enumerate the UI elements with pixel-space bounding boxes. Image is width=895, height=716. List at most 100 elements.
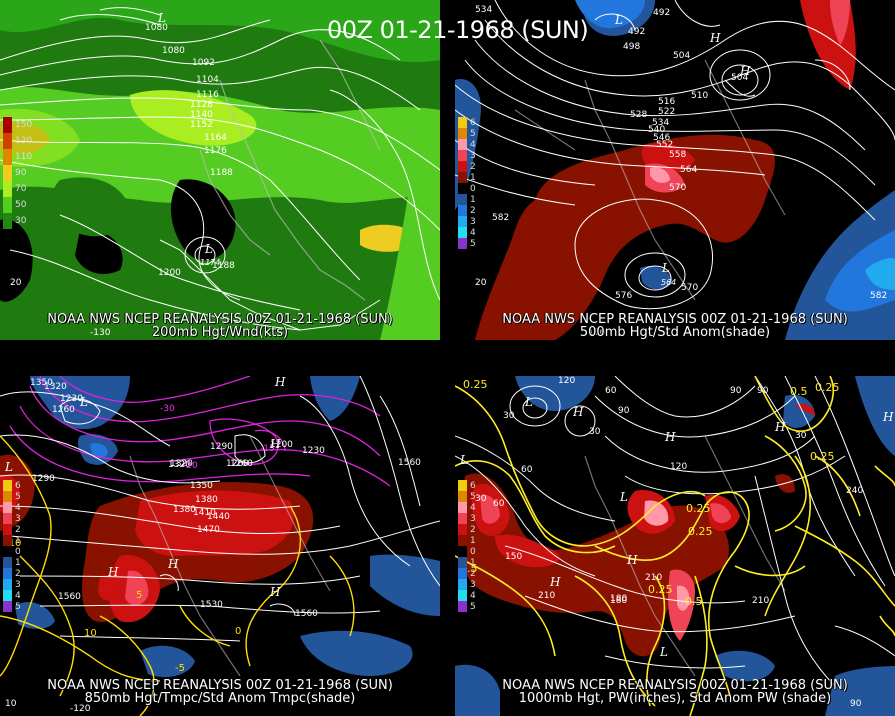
contour-label: 558 — [669, 150, 686, 160]
contour-label: 576 — [615, 291, 632, 301]
contour-label: 1176 — [204, 146, 227, 156]
legend-swatch — [3, 213, 12, 229]
contour-label: 0.25 — [463, 378, 488, 391]
panel-200mb-height-wind: 1080 1080 1092 1104 1116 1128 1140 1152 … — [0, 0, 440, 340]
legend-row: 5 — [3, 601, 37, 612]
temperature-contours-850mb — [9, 376, 391, 487]
legend-swatch — [3, 491, 12, 502]
legend-swatch — [458, 216, 467, 227]
contour-label: 1188 — [212, 261, 235, 271]
legend-std-anomaly-temp: 6 5 4 3 2 1 0 1 2 3 4 5 — [3, 480, 37, 612]
temperature-label: 10 — [84, 628, 97, 639]
low-pressure-marker: L — [524, 395, 533, 409]
legend-row: 4 — [3, 590, 37, 601]
contour-label: 120 — [670, 462, 687, 472]
legend-row: 0 — [458, 183, 492, 194]
legend-label: 2 — [15, 524, 21, 535]
legend-label: 1 — [470, 194, 476, 205]
contour-label: 1350 — [30, 378, 53, 388]
legend-label: 2 — [470, 568, 476, 579]
contour-label: 510 — [691, 91, 708, 101]
legend-std-anomaly: 6 5 4 3 2 1 0 1 2 3 4 5 — [458, 117, 492, 249]
legend-label: 0 — [470, 546, 476, 557]
contour-label: 1128 — [190, 100, 213, 110]
high-pressure-marker: H — [269, 585, 281, 599]
legend-swatch — [3, 557, 12, 568]
legend-std-anomaly-pw: 6 5 4 3 2 1 0 1 2 3 4 5 — [458, 480, 492, 612]
contour-label: 60 — [493, 499, 505, 509]
legend-row: 6 — [458, 117, 492, 128]
contour-label: 1080 — [162, 46, 185, 56]
temperature-label: 5 — [136, 590, 142, 601]
legend-row: 6 — [458, 480, 492, 491]
panel-title-line2: 500mb Hgt/Std Anom(shade) — [579, 325, 771, 340]
pw-labels-1000mb: 0.25 0.5 0.25 0.25 0.25 0.5 0.25 0.5 — [460, 381, 840, 608]
panel-title-line1: NOAA NWS NCEP REANALYSIS 00Z 01-21-1968 … — [47, 312, 393, 327]
legend-swatch — [3, 149, 12, 165]
temperature-label: -20 — [183, 461, 198, 471]
legend-swatch — [458, 150, 467, 161]
contour-label: 1560 — [58, 592, 81, 602]
contour-label: 1350 — [190, 481, 213, 491]
contour-label: 1290 — [32, 474, 55, 484]
legend-label: 4 — [470, 502, 476, 513]
legend-label: 5 — [15, 491, 21, 502]
contour-label: 210 — [645, 573, 662, 583]
legend-label: 4 — [15, 502, 21, 513]
contour-label: 1320 — [170, 459, 193, 469]
legend-swatch — [3, 535, 12, 546]
legend-label: 6 — [470, 480, 476, 491]
contour-label: 1560 — [398, 458, 421, 468]
legend-row: 110 — [3, 149, 37, 165]
legend-row: 0 — [458, 546, 492, 557]
legend-row: 2 — [3, 568, 37, 579]
contour-label: 540 — [648, 125, 665, 135]
legend-swatch — [3, 524, 12, 535]
temperature-label: -30 — [160, 404, 175, 414]
contour-label: 1440 — [207, 512, 230, 522]
legend-row: 2 — [458, 161, 492, 172]
contour-label: 534 — [652, 118, 669, 128]
legend-label: 0 — [470, 183, 476, 194]
legend-label: 50 — [15, 200, 27, 210]
contour-label: 1260 — [230, 459, 253, 469]
legend-label: 110 — [15, 152, 33, 162]
legend-wind-speed: 150 130 110 90 70 50 30 — [3, 117, 37, 229]
legend-row: 5 — [458, 601, 492, 612]
legend-row: 5 — [458, 128, 492, 139]
contour-label: 210 — [752, 596, 769, 606]
low-pressure-marker: L — [459, 453, 468, 467]
legend-swatch — [458, 491, 467, 502]
high-pressure-marker: H — [167, 557, 179, 571]
legend-label: 6 — [15, 480, 21, 491]
legend-label: 4 — [470, 227, 476, 238]
pw-label: 0.25 — [648, 583, 673, 596]
pw-label: 0.25 — [686, 502, 711, 515]
legend-swatch — [458, 161, 467, 172]
legend-swatch — [458, 128, 467, 139]
legend-row: 3 — [458, 150, 492, 161]
legend-label: 5 — [15, 601, 21, 612]
legend-swatch — [3, 502, 12, 513]
height-contours-500mb — [455, 0, 895, 310]
legend-row: 5 — [3, 491, 37, 502]
legend-swatch — [458, 183, 467, 194]
contour-label: 180 — [610, 594, 627, 604]
contour-label: 1320 — [168, 460, 191, 470]
legend-swatch — [3, 165, 12, 181]
panel-500mb-height-anomaly: 534 492 498 504 510 516 522 528 534 540 … — [455, 0, 895, 340]
contour-label: 1380 — [173, 505, 196, 515]
legend-swatch — [458, 172, 467, 183]
legend-row: 5 — [458, 238, 492, 249]
contour-label: 570 — [669, 183, 686, 193]
contour-label: 1080 — [145, 23, 168, 33]
contour-label: 516 — [658, 97, 675, 107]
contour-label: 492 — [628, 27, 645, 37]
legend-row: 3 — [458, 513, 492, 524]
legend-label: 70 — [15, 184, 27, 194]
contour-label: 1260 — [52, 405, 75, 415]
legend-row: 5 — [458, 491, 492, 502]
legend-swatch — [458, 579, 467, 590]
legend-label: 5 — [470, 238, 476, 249]
legend-row: 1 — [3, 557, 37, 568]
